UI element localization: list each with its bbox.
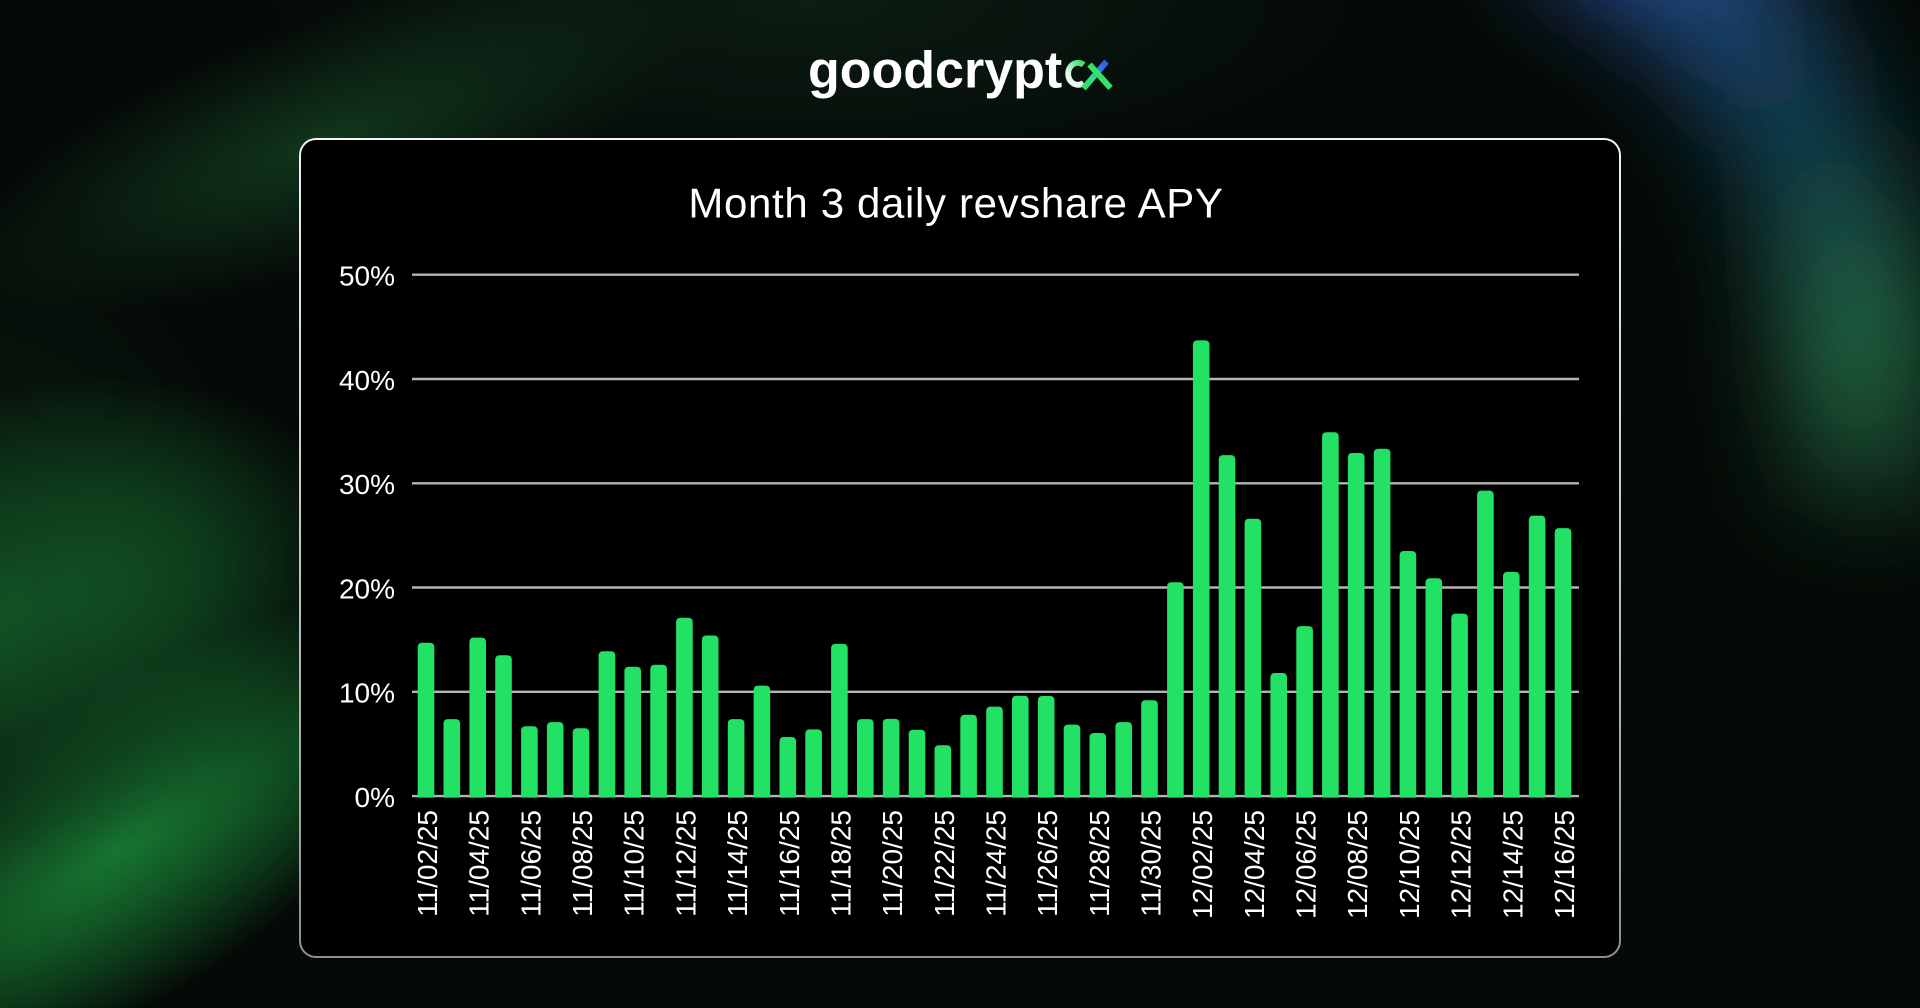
svg-text:30%: 30% [339,469,395,500]
svg-text:11/14/25: 11/14/25 [722,810,753,917]
svg-text:goodcrypt: goodcrypt [808,41,1062,99]
svg-text:40%: 40% [339,365,395,396]
svg-text:Month 3 daily revshare APY: Month 3 daily revshare APY [688,180,1223,227]
svg-text:11/26/25: 11/26/25 [1032,810,1063,917]
svg-text:50%: 50% [339,261,395,292]
svg-text:11/06/25: 11/06/25 [515,810,546,917]
svg-text:10%: 10% [339,678,395,709]
svg-text:11/04/25: 11/04/25 [464,810,495,917]
svg-text:11/18/25: 11/18/25 [825,810,856,917]
svg-text:12/14/25: 12/14/25 [1497,810,1528,919]
svg-text:11/22/25: 11/22/25 [929,810,960,917]
svg-text:12/10/25: 12/10/25 [1394,810,1425,919]
svg-text:11/16/25: 11/16/25 [774,810,805,917]
svg-text:20%: 20% [339,573,395,604]
svg-text:11/28/25: 11/28/25 [1084,810,1115,917]
svg-text:12/06/25: 12/06/25 [1291,810,1322,919]
svg-text:0%: 0% [355,782,395,813]
svg-text:11/08/25: 11/08/25 [567,810,598,917]
svg-text:12/16/25: 12/16/25 [1549,810,1580,919]
svg-text:11/24/25: 11/24/25 [981,810,1012,917]
svg-text:12/08/25: 12/08/25 [1342,810,1373,919]
svg-text:11/20/25: 11/20/25 [877,810,908,917]
svg-text:12/12/25: 12/12/25 [1446,810,1477,919]
svg-text:12/02/25: 12/02/25 [1187,810,1218,919]
svg-text:12/04/25: 12/04/25 [1239,810,1270,919]
svg-text:11/30/25: 11/30/25 [1136,810,1167,917]
svg-text:11/12/25: 11/12/25 [670,810,701,917]
svg-text:11/02/25: 11/02/25 [412,810,443,917]
svg-text:11/10/25: 11/10/25 [619,810,650,917]
